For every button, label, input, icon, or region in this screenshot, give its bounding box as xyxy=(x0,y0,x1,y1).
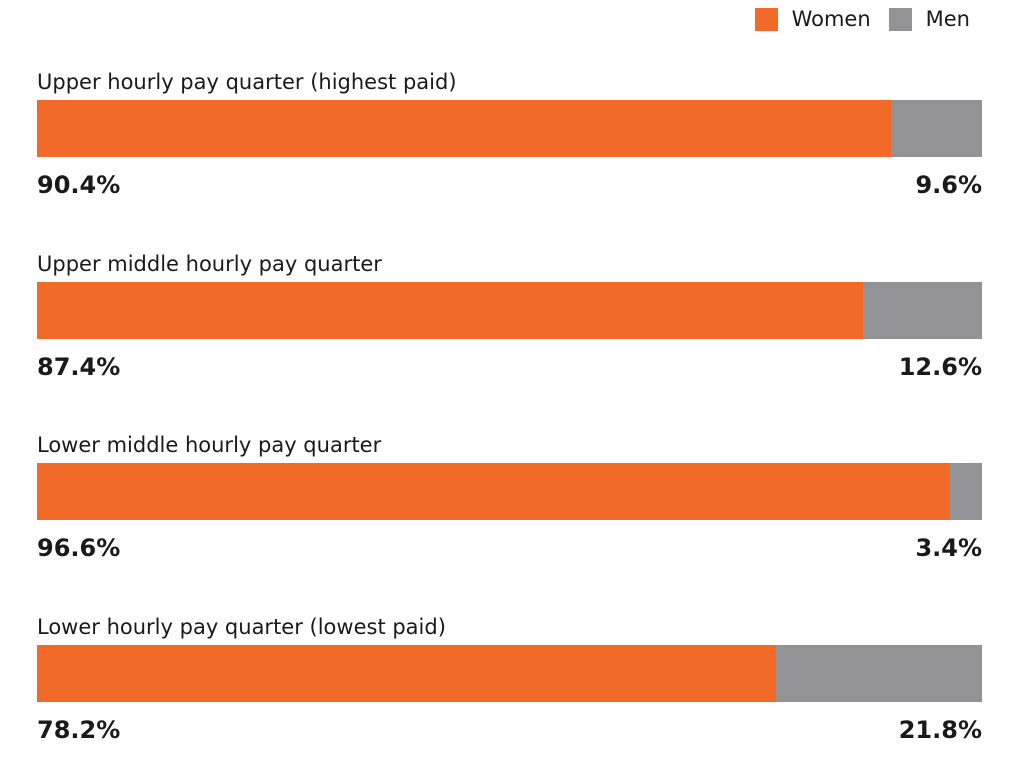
bar-row: Lower hourly pay quarter (lowest paid) 78… xyxy=(37,615,982,755)
legend-label-women: Women xyxy=(791,7,871,31)
bar-segment-women xyxy=(37,100,892,157)
legend-item-women: Women xyxy=(754,7,871,31)
bar-row: Upper hourly pay quarter (highest paid) 9… xyxy=(37,70,982,210)
chart-legend: Women Men xyxy=(737,7,970,31)
stacked-bar xyxy=(37,100,982,157)
bar-segment-women xyxy=(37,463,950,520)
bar-segment-women xyxy=(37,645,776,702)
category-label: Upper hourly pay quarter (highest paid) xyxy=(37,70,457,94)
value-label-women: 96.6% xyxy=(37,534,121,562)
bar-segment-men xyxy=(775,645,982,702)
stacked-bar xyxy=(37,282,982,339)
bar-row: Lower middle hourly pay quarter 96.6% 3.4% xyxy=(37,433,982,573)
bar-segment-men xyxy=(891,100,982,157)
bar-segment-men xyxy=(862,282,982,339)
category-label: Lower hourly pay quarter (lowest paid) xyxy=(37,615,446,639)
value-label-women: 87.4% xyxy=(37,353,121,381)
legend-swatch-women xyxy=(754,7,778,31)
value-label-men: 12.6% xyxy=(898,353,982,381)
bar-segment-men xyxy=(949,463,982,520)
stacked-bar xyxy=(37,645,982,702)
legend-swatch-men xyxy=(888,7,912,31)
stacked-bar xyxy=(37,463,982,520)
category-label: Lower middle hourly pay quarter xyxy=(37,433,382,457)
legend-item-men: Men xyxy=(888,7,970,31)
bar-segment-women xyxy=(37,282,863,339)
bar-row: Upper middle hourly pay quarter 87.4% 12.6… xyxy=(37,252,982,392)
value-label-men: 21.8% xyxy=(898,716,982,744)
value-label-men: 3.4% xyxy=(915,534,982,562)
value-label-men: 9.6% xyxy=(915,171,982,199)
value-label-women: 78.2% xyxy=(37,716,121,744)
value-label-women: 90.4% xyxy=(37,171,121,199)
legend-label-men: Men xyxy=(925,7,970,31)
pay-quarter-chart: Upper hourly pay quarter (highest paid) 9… xyxy=(37,0,982,781)
category-label: Upper middle hourly pay quarter xyxy=(37,252,382,276)
